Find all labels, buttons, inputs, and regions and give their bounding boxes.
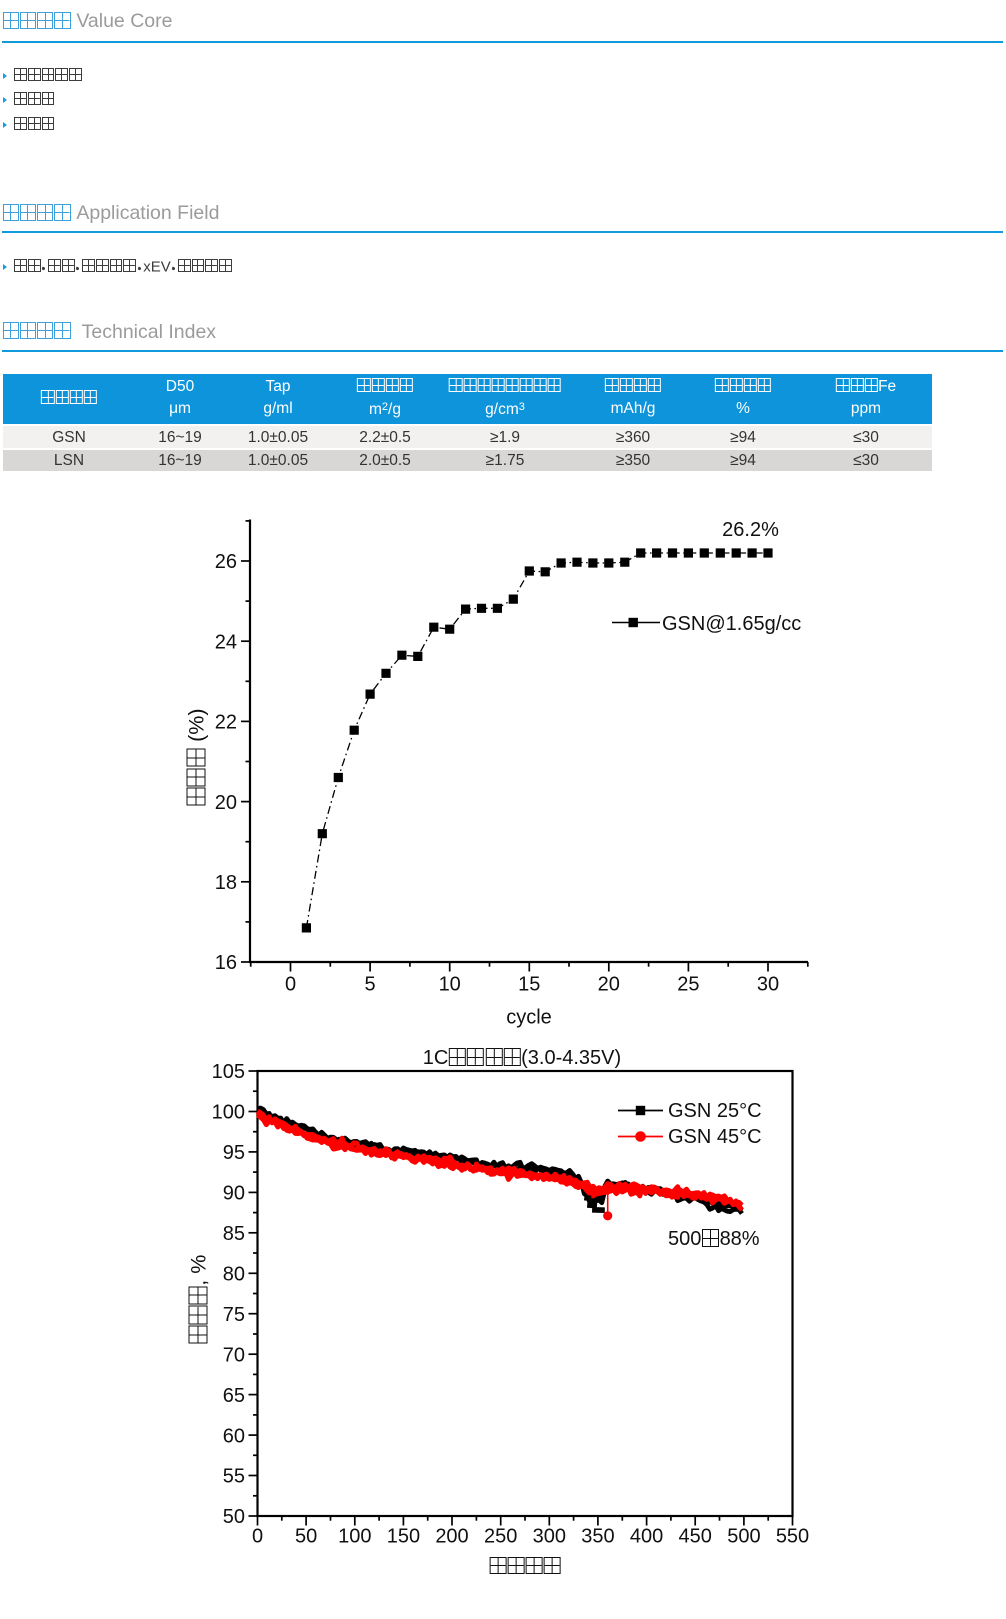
svg-text:80: 80	[223, 1264, 245, 1286]
svg-text:400: 400	[630, 1526, 663, 1548]
svg-text:95: 95	[223, 1142, 245, 1164]
svg-text:0: 0	[285, 974, 296, 996]
svg-text:50: 50	[295, 1526, 317, 1548]
svg-text:75: 75	[223, 1304, 245, 1326]
svg-text:90: 90	[223, 1183, 245, 1205]
svg-text:26: 26	[215, 551, 237, 573]
svg-text:60: 60	[223, 1425, 245, 1447]
svg-text:22: 22	[215, 712, 237, 734]
svg-text:350: 350	[581, 1526, 614, 1548]
svg-text:16: 16	[215, 952, 237, 974]
svg-text:250: 250	[484, 1526, 517, 1548]
svg-text:5: 5	[365, 974, 376, 996]
svg-text:24: 24	[215, 631, 237, 653]
svg-text:50: 50	[223, 1506, 245, 1528]
svg-text:26.2%: 26.2%	[722, 519, 779, 541]
svg-text:65: 65	[223, 1385, 245, 1407]
svg-text:55: 55	[223, 1466, 245, 1488]
svg-text:0: 0	[252, 1526, 263, 1548]
svg-text:15: 15	[518, 974, 540, 996]
svg-text:18: 18	[215, 872, 237, 894]
svg-text:450: 450	[679, 1526, 712, 1548]
svg-text:cycle: cycle	[506, 1007, 552, 1029]
svg-text:10: 10	[439, 974, 461, 996]
svg-text:100: 100	[212, 1102, 245, 1124]
svg-text:GSN@1.65g/cc: GSN@1.65g/cc	[662, 613, 801, 635]
svg-text:85: 85	[223, 1223, 245, 1245]
svg-text:105: 105	[212, 1061, 245, 1083]
svg-text:500: 500	[727, 1526, 760, 1548]
svg-text:100: 100	[338, 1526, 371, 1548]
svg-text:300: 300	[533, 1526, 566, 1548]
svg-text:70: 70	[223, 1344, 245, 1366]
svg-text:20: 20	[598, 974, 620, 996]
svg-text:550: 550	[776, 1526, 809, 1548]
svg-text:20: 20	[215, 792, 237, 814]
svg-text:200: 200	[435, 1526, 468, 1548]
svg-text:150: 150	[387, 1526, 420, 1548]
svg-text:30: 30	[757, 974, 779, 996]
svg-text:25: 25	[677, 974, 699, 996]
